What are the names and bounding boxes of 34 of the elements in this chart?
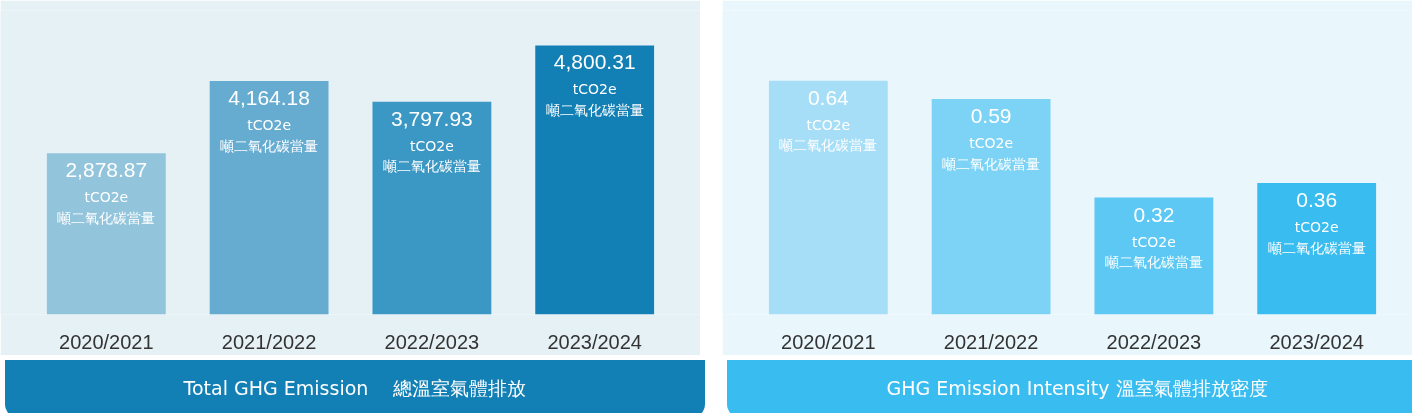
annotation: tCO2e 噸二氧化碳當量	[779, 116, 878, 154]
data-label: 2,878.87	[65, 158, 148, 182]
x-tick-label: 2021/2022	[221, 330, 317, 353]
data-label: 0.59	[970, 103, 1012, 127]
data-label: 0.32	[1133, 202, 1175, 226]
bar	[535, 45, 655, 315]
x-tick-label: 2020/2021	[59, 330, 154, 353]
bar	[372, 101, 492, 315]
annotation: tCO2e 噸二氧化碳當量	[1267, 218, 1366, 256]
x-tick-label: 2023/2024	[547, 330, 642, 353]
data-label: 4,164.18	[228, 86, 310, 110]
x-tick-label: 2021/2022	[943, 330, 1039, 353]
data-label: 3,797.93	[391, 106, 473, 130]
annotation: tCO2e 噸二氧化碳當量	[1104, 233, 1203, 271]
annotation: tCO2e 噸二氧化碳當量	[57, 189, 156, 226]
bar	[931, 98, 1051, 315]
annotation: tCO2e 噸二氧化碳當量	[382, 137, 481, 175]
data-label: 0.64	[807, 85, 850, 109]
annotation: tCO2e 噸二氧化碳當量	[545, 81, 644, 119]
x-tick-label: 2023/2024	[1269, 330, 1364, 353]
annotation: tCO2e 噸二氧化碳當量	[942, 134, 1041, 172]
x-tick-label: 2022/2023	[384, 330, 480, 353]
bar	[1094, 197, 1214, 315]
text: Total GHG Emission 總溫室氣體排放	[183, 376, 527, 402]
bar	[46, 153, 166, 315]
x-tick-label: 2022/2023	[1106, 330, 1202, 353]
data-label: 4,800.31	[553, 50, 636, 74]
annotation: tCO2e 噸二氧化碳當量	[220, 117, 319, 154]
bar	[209, 81, 329, 315]
bar	[1257, 182, 1377, 315]
data-label: 0.36	[1296, 187, 1338, 211]
x-tick-label: 2020/2021	[781, 330, 876, 353]
bar	[768, 80, 888, 315]
text: GHG Emission Intensity 溫室氣體排放密度	[886, 376, 1268, 402]
